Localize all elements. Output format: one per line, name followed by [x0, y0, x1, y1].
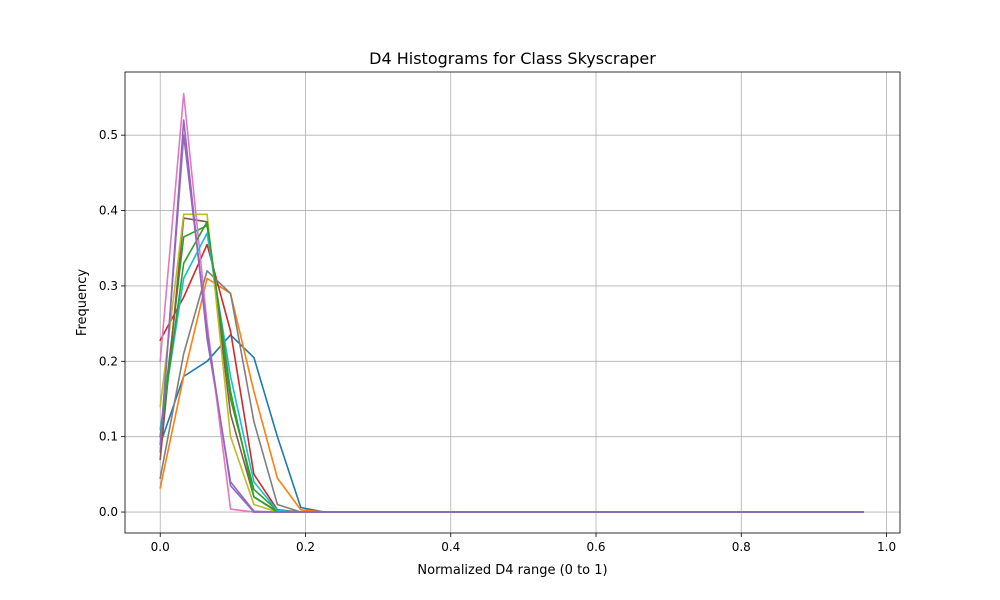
grid [125, 72, 900, 533]
series-line-5 [159, 119, 864, 513]
x-axis: 0.0 0.2 0.4 0.6 0.8 1.0 [151, 533, 896, 554]
series-line-11 [159, 221, 864, 513]
series-line-10 [159, 232, 864, 513]
y-tick-label: 0.3 [99, 279, 118, 293]
series-line-7 [159, 92, 864, 513]
x-tick-label: 1.0 [877, 540, 896, 554]
plot-area [159, 92, 864, 513]
y-tick-label: 0.1 [99, 430, 118, 444]
x-tick-label: 0.2 [296, 540, 315, 554]
axes-frame [124, 71, 901, 534]
series-line-4 [159, 243, 864, 513]
y-axis-label: Frequency [75, 269, 90, 336]
series-line-6 [159, 217, 864, 513]
y-tick-label: 0.0 [99, 505, 118, 519]
x-tick-label: 0.6 [586, 540, 605, 554]
y-axis: 0.0 0.1 0.2 0.3 0.4 0.5 [99, 128, 125, 519]
series-line-9 [159, 213, 864, 513]
x-tick-label: 0.0 [151, 540, 170, 554]
y-tick-label: 0.4 [99, 204, 118, 218]
x-tick-label: 0.8 [732, 540, 751, 554]
y-tick-label: 0.2 [99, 354, 118, 368]
series-line-12 [159, 134, 864, 513]
series-line-8 [159, 270, 864, 513]
x-axis-label: Normalized D4 range (0 to 1) [417, 563, 607, 578]
series-line-3 [159, 224, 864, 513]
x-tick-label: 0.4 [441, 540, 460, 554]
chart-title: D4 Histograms for Class Skyscraper [369, 49, 656, 68]
y-tick-label: 0.5 [99, 128, 118, 142]
